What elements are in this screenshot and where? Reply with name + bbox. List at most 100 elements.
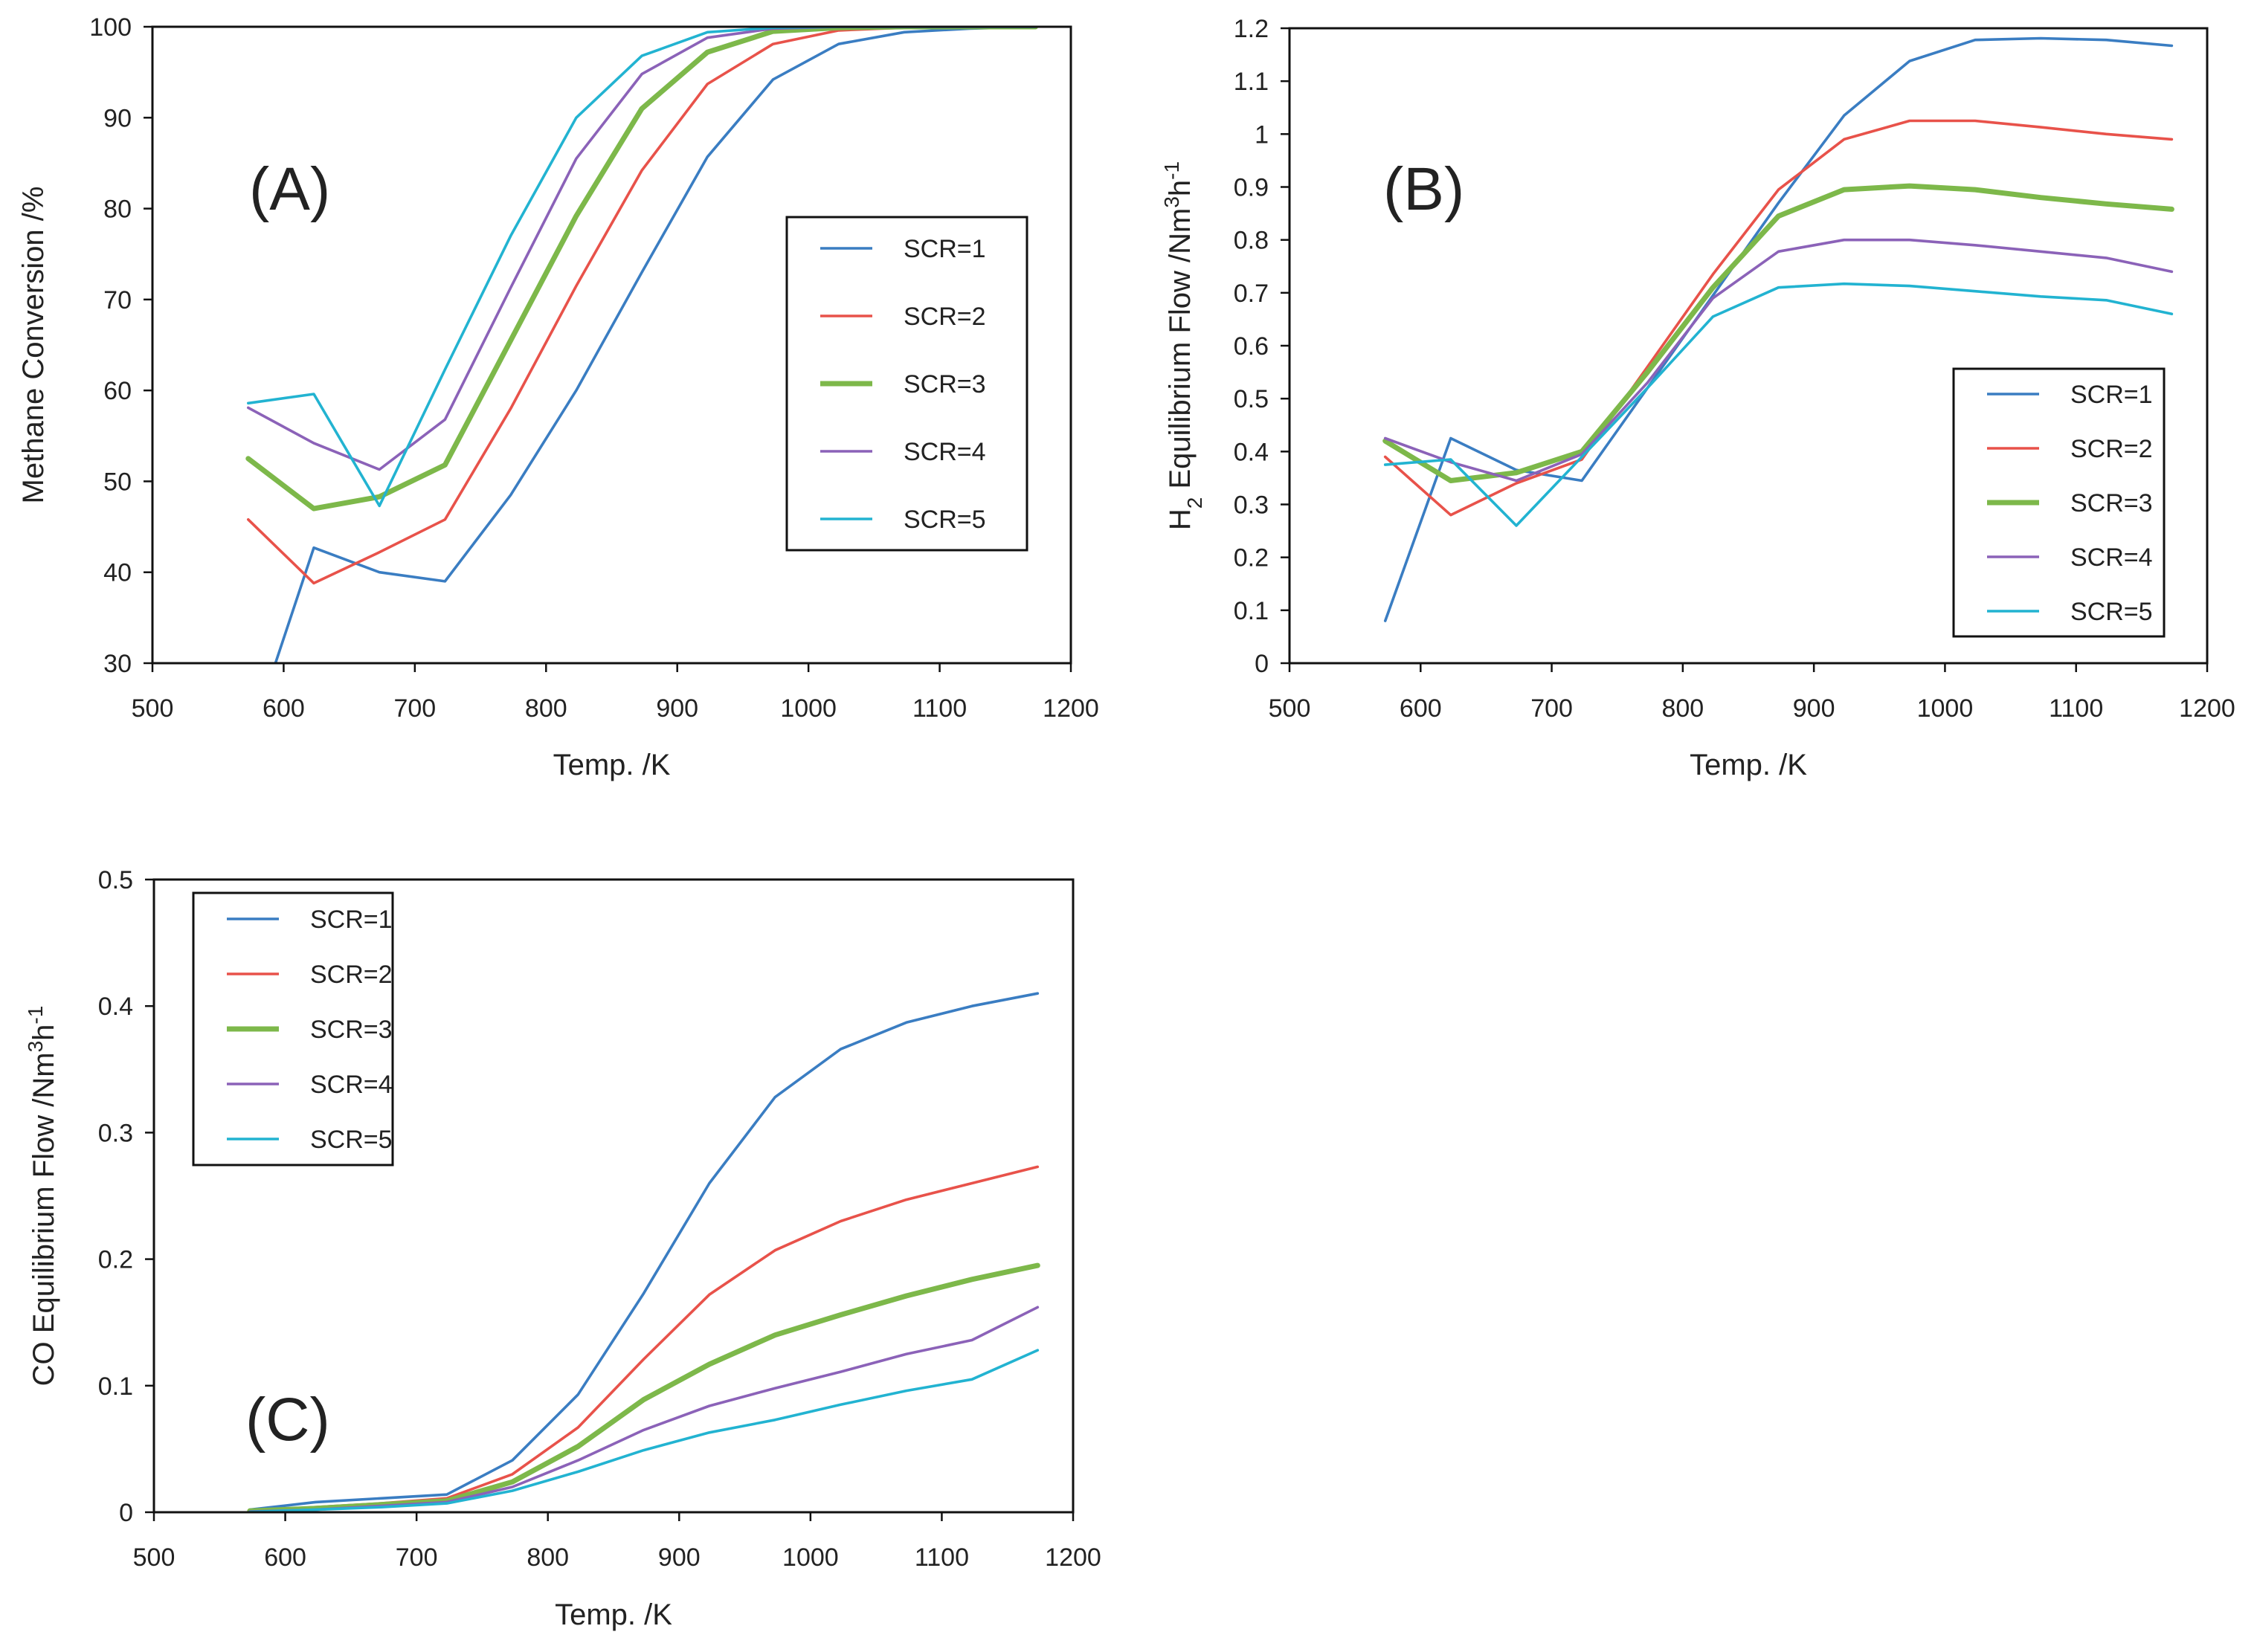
- legend-label-scr-3: SCR=3: [2070, 489, 2153, 517]
- y-axis-title-part: h: [28, 1025, 60, 1041]
- x-tick-label: 700: [1530, 694, 1573, 723]
- series-line-scr-2: [1383, 119, 2174, 517]
- legend-label-scr-2: SCR=2: [2070, 435, 2153, 463]
- x-tick-label: 1000: [780, 694, 837, 723]
- y-axis-title: CO Equilibrium Flow /Nm3h-1: [24, 1006, 61, 1387]
- x-tick-label: 900: [656, 694, 698, 723]
- y-axis-title: H2 Equilibrium Flow /Nm3h-1: [1160, 161, 1206, 530]
- legend-label-scr-5: SCR=5: [904, 506, 986, 534]
- y-tick-label: 0.9: [1234, 174, 1269, 202]
- x-tick-label: 800: [527, 1543, 569, 1572]
- y-tick-label: 0.3: [98, 1119, 133, 1147]
- panel-label: (B): [1383, 155, 1464, 223]
- x-tick-label: 1200: [1043, 694, 1099, 723]
- x-tick-label: 700: [396, 1543, 438, 1572]
- y-tick-label: 1: [1255, 120, 1269, 149]
- chart-panel-c: 500 600 700 800 900 1000 1100 1200 0 0.1 0.2 0.3 0.4…: [24, 866, 1101, 1631]
- panel-label: (A): [249, 155, 330, 223]
- x-tick-label: 500: [1269, 694, 1311, 723]
- y-tick-label: 1.2: [1234, 15, 1269, 43]
- series-line-scr-1: [248, 992, 1040, 1511]
- panel-label: (C): [245, 1386, 330, 1453]
- y-axis-title-part: H: [1164, 509, 1197, 530]
- series-line-scr-4: [246, 27, 1037, 471]
- x-tick-label: 500: [133, 1543, 176, 1572]
- x-axis-title: Temp. /K: [555, 1598, 672, 1631]
- x-axis-title: Temp. /K: [553, 749, 671, 781]
- x-tick-label: 900: [658, 1543, 701, 1572]
- legend-label-scr-2: SCR=2: [310, 961, 393, 989]
- y-tick-label: 0.4: [98, 993, 133, 1021]
- series-line-scr-3: [245, 27, 1038, 512]
- y-tick-label: 0: [119, 1499, 133, 1527]
- x-tick-label: 700: [393, 694, 436, 723]
- y-tick-label: 0.8: [1234, 227, 1269, 255]
- y-tick-label: 60: [103, 377, 132, 405]
- x-tick-label: 1100: [912, 694, 967, 723]
- y-tick-label: 70: [103, 286, 132, 314]
- x-tick-label: 500: [132, 694, 174, 723]
- x-tick-label: 1100: [2049, 694, 2103, 723]
- series-line-scr-1: [274, 27, 1037, 663]
- y-tick-label: 0.5: [1234, 385, 1269, 413]
- legend-label-scr-4: SCR=4: [310, 1071, 393, 1099]
- x-tick-label: 800: [525, 694, 567, 723]
- y-axis-title-sup: 3: [24, 1041, 47, 1053]
- legend-label-scr-4: SCR=4: [904, 438, 986, 466]
- x-tick-label: 1100: [915, 1543, 969, 1572]
- x-tick-label: 600: [263, 694, 305, 723]
- x-tick-label: 800: [1661, 694, 1704, 723]
- x-tick-label: 1200: [2179, 694, 2235, 723]
- series-line-scr-4: [1383, 238, 2174, 483]
- y-tick-label: 0.2: [1234, 544, 1269, 572]
- y-axis-title-sub: 2: [1183, 497, 1206, 509]
- legend-label-scr-1: SCR=1: [904, 235, 986, 263]
- x-tick-label: 600: [264, 1543, 306, 1572]
- y-tick-label: 90: [103, 104, 132, 132]
- y-axis-title-sup: 3: [1160, 196, 1183, 208]
- y-tick-label: 1.1: [1234, 68, 1269, 96]
- y-tick-label: 0.6: [1234, 332, 1269, 361]
- y-axis-title-part: h: [1164, 180, 1197, 196]
- x-axis-title: Temp. /K: [1690, 749, 1807, 781]
- y-tick-label: 0.1: [1234, 597, 1269, 625]
- legend-label-scr-3: SCR=3: [310, 1016, 393, 1044]
- y-tick-label: 50: [103, 468, 132, 496]
- y-tick-label: 0.4: [1234, 438, 1269, 466]
- legend: SCR=1 SCR=2 SCR=3 SCR=4 SCR=5: [192, 891, 394, 1167]
- y-axis-title-part: CO Equilibrium Flow /Nm: [28, 1052, 60, 1386]
- y-tick-label: 30: [103, 650, 132, 678]
- y-axis-title-part: Equilibrium Flow /Nm: [1164, 208, 1197, 497]
- legend-label-scr-2: SCR=2: [904, 303, 986, 331]
- series-line-scr-5: [246, 27, 1037, 508]
- legend-box: [192, 891, 394, 1167]
- series-group: [247, 992, 1040, 1512]
- y-tick-label: 0: [1255, 650, 1269, 678]
- legend-label-scr-1: SCR=1: [310, 906, 393, 934]
- chart-panel-b: 500 600 700 800 900 1000 1100 1200 0 0.1 0.2 0.3 0.4…: [1160, 15, 2235, 781]
- legend-label-scr-5: SCR=5: [2070, 598, 2153, 626]
- y-tick-label: 0.7: [1234, 280, 1269, 308]
- series-line-scr-3: [1382, 183, 2174, 483]
- y-tick-label: 0.2: [98, 1246, 133, 1274]
- chart-panel-a: 500 600 700 800 900 1000 1100 1200 30 40 50 60 70 80 9…: [17, 13, 1099, 781]
- plot-frame: [151, 25, 1072, 665]
- x-tick-label: 1000: [782, 1543, 839, 1572]
- legend: SCR=1 SCR=2 SCR=3 SCR=4 SCR=5: [785, 216, 1028, 552]
- y-axis-title-sup: -1: [1160, 161, 1183, 180]
- y-axis-title: Methane Conversion /%: [17, 187, 50, 504]
- y-tick-label: 0.5: [98, 866, 133, 894]
- x-tick-label: 1000: [1917, 694, 1974, 723]
- y-tick-label: 0.3: [1234, 491, 1269, 520]
- series-group: [1382, 36, 2174, 622]
- legend-label-scr-4: SCR=4: [2070, 543, 2153, 572]
- series-line-scr-5: [248, 1349, 1040, 1512]
- series-line-scr-4: [248, 1306, 1040, 1512]
- plot-frame: [152, 878, 1075, 1514]
- x-tick-label: 900: [1793, 694, 1835, 723]
- y-tick-label: 40: [103, 559, 132, 587]
- y-tick-label: 80: [103, 196, 132, 224]
- legend-label-scr-5: SCR=5: [310, 1126, 393, 1154]
- x-tick-label: 1200: [1045, 1543, 1101, 1572]
